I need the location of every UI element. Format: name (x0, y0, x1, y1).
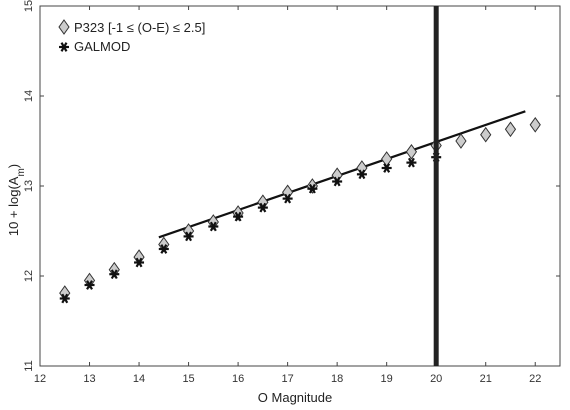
x-tick-label: 21 (480, 373, 492, 385)
point-galmod (307, 183, 318, 194)
x-tick-label: 18 (331, 373, 343, 385)
point-galmod (356, 169, 367, 180)
point-galmod (381, 163, 392, 173)
x-tick-label: 16 (232, 373, 244, 385)
y-tick-label: 13 (23, 180, 35, 192)
point-galmod (84, 280, 95, 290)
axis-ticks: 12 13 14 15 16 17 18 19 20 21 22 11 12 13 14 15 (23, 0, 560, 385)
point-galmod (233, 211, 244, 222)
point-galmod (109, 269, 120, 280)
point-p323 (381, 151, 393, 167)
point-galmod (282, 193, 293, 204)
x-tick-label: 13 (83, 373, 95, 385)
legend-label-p323: P323 [-1 ≤ (O-E) ≤ 2.5] (74, 20, 205, 35)
point-p323 (455, 133, 467, 149)
point-p323 (504, 121, 517, 138)
y-tick-label: 14 (23, 90, 35, 102)
legend-label-galmod: GALMOD (74, 39, 130, 54)
point-galmod (158, 244, 169, 254)
x-tick-label: 12 (34, 373, 46, 385)
point-galmod (208, 221, 219, 232)
point-p323 (480, 126, 492, 143)
y-tick-label: 11 (23, 360, 35, 371)
point-p323 (306, 178, 318, 194)
plot-frame (39, 5, 561, 367)
data-points (59, 116, 541, 304)
point-galmod (406, 157, 417, 168)
point-p323 (405, 143, 418, 160)
point-galmod (332, 176, 343, 187)
y-tick-label: 15 (23, 0, 35, 12)
point-galmod (134, 257, 145, 268)
legend-asterisk-marker (59, 42, 69, 52)
y-tick-label: 12 (23, 270, 35, 282)
y-axis-title: 10 + log(Am) (6, 164, 27, 236)
x-tick-label: 15 (182, 373, 194, 385)
x-tick-label: 17 (281, 373, 293, 385)
point-p323 (529, 116, 541, 133)
point-galmod (183, 231, 194, 242)
x-tick-label: 22 (529, 373, 541, 385)
legend: P323 [-1 ≤ (O-E) ≤ 2.5] GALMOD (58, 19, 205, 54)
point-galmod (59, 293, 70, 304)
point-galmod (257, 202, 268, 213)
x-tick-label: 20 (430, 373, 442, 385)
x-tick-label: 19 (381, 373, 393, 385)
x-tick-label: 14 (133, 373, 145, 385)
x-axis-title: O Magnitude (258, 390, 332, 405)
legend-diamond-marker (58, 19, 70, 35)
